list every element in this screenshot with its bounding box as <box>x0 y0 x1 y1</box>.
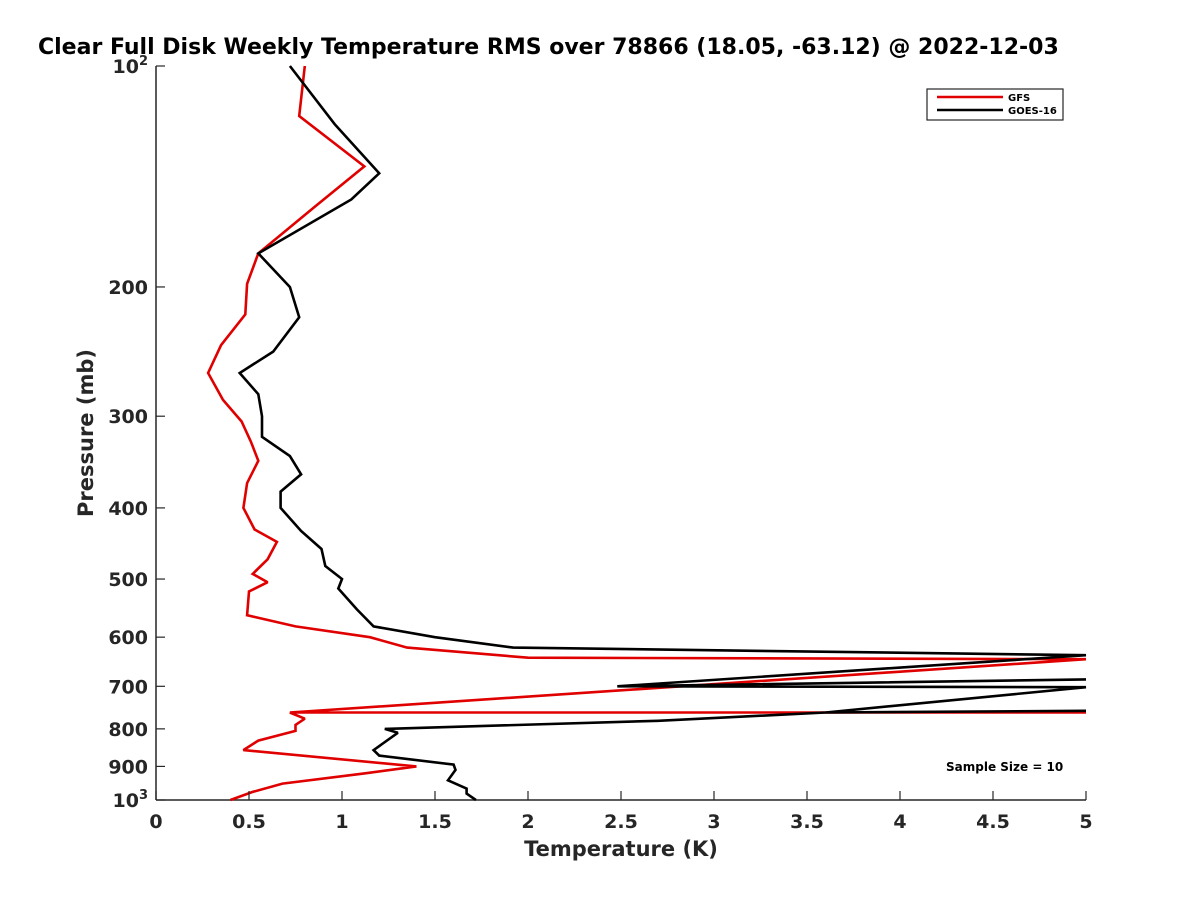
y-tick-label: 400 <box>108 498 148 520</box>
legend-label-goes16: GOES-16 <box>1008 106 1057 117</box>
x-tick-label: 0 <box>149 811 162 833</box>
x-tick-label: 3 <box>707 811 720 833</box>
y-tick-label: 700 <box>108 676 148 698</box>
y-tick-label: 800 <box>108 719 148 741</box>
x-tick-label: 2 <box>521 811 534 833</box>
series-line-gfs <box>206 65 1087 802</box>
y-tick-label: 103 <box>113 788 149 812</box>
y-tick-label: 600 <box>108 627 148 649</box>
x-ticks: 0 0.5 1 1.5 2 2.5 3 3.5 4 4.5 5 <box>149 791 1093 833</box>
y-tick-label: 500 <box>108 569 148 591</box>
y-tick-label: 200 <box>108 277 148 299</box>
y-axis-label: Pressure (mb) <box>74 349 98 517</box>
y-ticks: 102 200 300 400 500 600 700 800 900 103 <box>108 54 165 812</box>
x-tick-label: 2.5 <box>604 811 638 833</box>
x-tick-label: 4.5 <box>976 811 1010 833</box>
legend: GFS GOES-16 <box>926 88 1064 121</box>
series-line-goes16 <box>237 65 1087 802</box>
series-layer <box>206 65 1087 802</box>
x-tick-label: 0.5 <box>232 811 266 833</box>
x-tick-label: 3.5 <box>790 811 824 833</box>
x-tick-label: 1 <box>335 811 348 833</box>
x-tick-label: 4 <box>893 811 906 833</box>
x-axis-label: Temperature (K) <box>524 837 718 861</box>
y-tick-label: 102 <box>113 54 149 78</box>
y-tick-label: 300 <box>108 406 148 428</box>
plot-area: 0 0.5 1 1.5 2 2.5 3 3.5 4 4.5 5 102 200 300 400 500 600… <box>108 54 1092 833</box>
sample-size-annotation: Sample Size = 10 <box>946 760 1063 774</box>
legend-box <box>926 88 1064 121</box>
x-tick-label: 1.5 <box>418 811 452 833</box>
legend-label-gfs: GFS <box>1008 93 1030 104</box>
x-tick-label: 5 <box>1079 811 1092 833</box>
y-tick-label: 900 <box>108 756 148 778</box>
chart-title: Clear Full Disk Weekly Temperature RMS o… <box>38 35 1059 60</box>
